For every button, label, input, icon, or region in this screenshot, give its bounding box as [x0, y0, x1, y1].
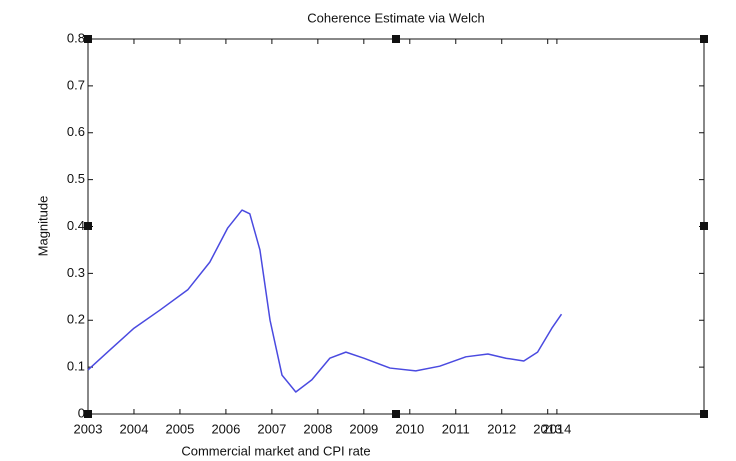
y-tick-label: 0.2 [67, 312, 85, 327]
x-tick-label: 2013 [533, 421, 562, 436]
y-tick-label: 0.6 [67, 124, 85, 139]
x-tick-label: 2005 [165, 421, 194, 436]
x-tick-label: 2004 [120, 421, 149, 436]
x-tick-label: 2003 [74, 421, 103, 436]
x-tick-label: 2012 [487, 421, 516, 436]
x-tick-label: 2009 [349, 421, 378, 436]
x-tick-label: 2011 [442, 421, 470, 436]
handle [392, 35, 400, 43]
y-tick-label: 0 [78, 405, 85, 420]
y-tick-label: 0.8 [67, 30, 85, 45]
chart-title: Coherence Estimate via Welch [307, 10, 485, 25]
y-axis-label: Magnitude [35, 196, 50, 257]
x-axis-label: Commercial market and CPI rate [181, 443, 370, 458]
line-series [87, 209, 563, 393]
edit-handles [84, 35, 708, 418]
x-tick-label: 2007 [257, 421, 286, 436]
y-tick-label: 0.1 [67, 359, 85, 374]
x-tick-label: 2006 [211, 421, 240, 436]
y-tick-label: 0.3 [67, 265, 85, 280]
x-tick-label: 2010 [395, 421, 424, 436]
y-tick-label: 0.7 [67, 77, 85, 92]
x-tick-label: 2014 [542, 421, 571, 436]
x-tick-label: 2008 [303, 421, 332, 436]
plot-frame [87, 38, 705, 415]
y-tick-label: 0.4 [67, 218, 85, 233]
y-tick-label: 0.5 [67, 171, 85, 186]
handle [392, 410, 400, 418]
